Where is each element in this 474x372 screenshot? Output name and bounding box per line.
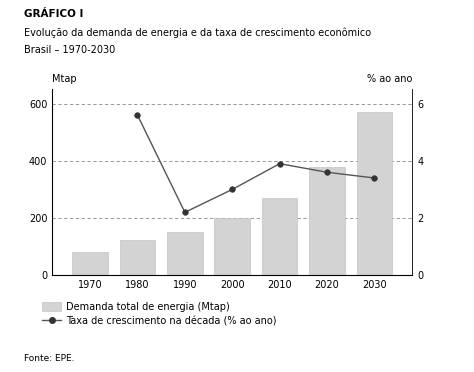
- Text: Brasil – 1970-2030: Brasil – 1970-2030: [24, 45, 115, 55]
- Text: Mtap: Mtap: [52, 74, 77, 84]
- Bar: [309, 167, 345, 275]
- Bar: [215, 218, 250, 275]
- Bar: [357, 112, 392, 275]
- Bar: [120, 240, 155, 275]
- Bar: [167, 232, 203, 275]
- Bar: [262, 198, 298, 275]
- Text: Evolução da demanda de energia e da taxa de crescimento econômico: Evolução da demanda de energia e da taxa…: [24, 28, 371, 38]
- Bar: [72, 252, 108, 275]
- Legend: Demanda total de energia (Mtap), Taxa de crescimento na década (% ao ano): Demanda total de energia (Mtap), Taxa de…: [38, 298, 281, 330]
- Text: GRÁFICO I: GRÁFICO I: [24, 9, 83, 19]
- Text: Fonte: EPE.: Fonte: EPE.: [24, 354, 74, 363]
- Text: % ao ano: % ao ano: [367, 74, 412, 84]
